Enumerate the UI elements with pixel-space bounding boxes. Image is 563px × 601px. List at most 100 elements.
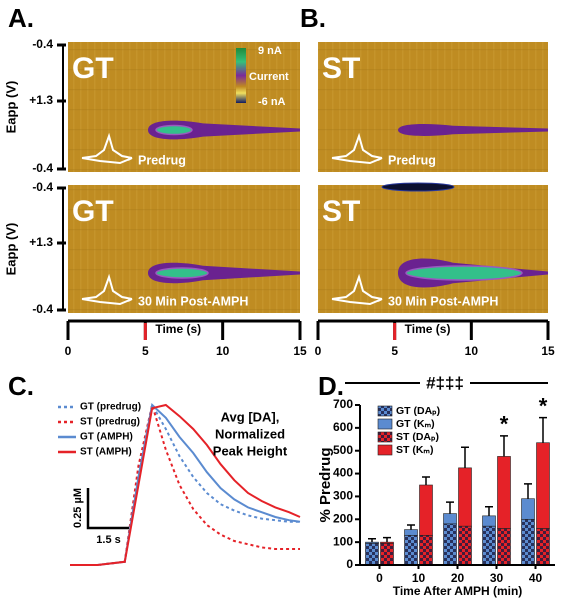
panel-label: D.	[318, 371, 344, 401]
y-tick-label: 100	[333, 534, 353, 548]
error-bar	[383, 536, 391, 543]
colorbar	[236, 48, 246, 103]
bar-segment	[497, 456, 511, 529]
strain-label: GT	[72, 195, 114, 228]
strain-label: ST	[322, 52, 360, 85]
x-tick-label: 0	[376, 571, 383, 585]
signal-core	[405, 265, 523, 281]
series-line	[70, 402, 300, 566]
y-tick-label: 400	[333, 466, 353, 480]
color-plot-image	[318, 185, 548, 313]
legend-label: GT (AMPH)	[80, 432, 133, 443]
time-tick-label: 15	[293, 344, 307, 358]
condition-label: 30 Min Post-AMPH	[138, 294, 248, 308]
eapp-tick-label: -0.4	[32, 302, 53, 316]
x-tick-label: 20	[451, 571, 465, 585]
time-axis-label: Time (s)	[155, 322, 201, 336]
color-plot: GT 30 Min Post-AMPH	[68, 185, 300, 313]
error-bar	[485, 505, 493, 516]
time-tick-label: 10	[216, 344, 230, 358]
bar-segment	[536, 528, 550, 566]
eapp-axis-label: Eapp (V)	[3, 81, 18, 134]
bar-segment	[380, 541, 394, 544]
legend-label: ST (Kₘ)	[396, 444, 433, 456]
bar-segment	[521, 518, 535, 566]
strain-label: GT	[72, 52, 114, 85]
bar-segment	[419, 534, 433, 566]
bar-segment	[419, 484, 433, 536]
panel-label: C.	[8, 371, 34, 401]
y-tick-label: 700	[333, 397, 353, 411]
bar-segment	[380, 542, 394, 566]
color-plot: GT Predrug	[68, 42, 300, 172]
significance-star: *	[539, 393, 548, 418]
eapp-tick-label: -0.4	[32, 37, 53, 51]
scale-bar-label: 1.5 s	[96, 534, 120, 546]
color-plot: ST 30 Min Post-AMPH	[318, 182, 548, 313]
error-bar	[524, 483, 532, 499]
legend-label: GT (DAₚ)	[396, 405, 440, 417]
color-plot-image	[318, 42, 548, 172]
negative-signal	[381, 182, 455, 192]
color-plot-image	[68, 185, 300, 313]
x-axis-label: Time After AMPH (min)	[393, 584, 523, 598]
legend-swatch	[377, 431, 393, 443]
condition-label: Predrug	[388, 153, 436, 167]
error-bar	[500, 435, 508, 457]
colorbar-label: -6 nA	[258, 96, 286, 108]
legend-label: GT (predrug)	[80, 402, 141, 413]
signal-core	[155, 124, 193, 136]
signal-core	[155, 267, 209, 279]
eapp-tick-label: -0.4	[32, 180, 53, 194]
eapp-tick-label: -0.4	[32, 161, 53, 175]
bar-segment	[497, 528, 511, 566]
signal-tail	[398, 124, 548, 136]
error-bar	[407, 524, 415, 530]
bar-segment	[365, 542, 379, 566]
bar-segment	[404, 529, 418, 536]
time-tick-label: 5	[142, 344, 149, 358]
bar-segment	[458, 525, 472, 566]
legend-label: ST (DAₚ)	[396, 431, 439, 443]
panel-label: A.	[8, 3, 34, 33]
y-tick-label: 200	[333, 511, 353, 525]
bar-segment	[482, 515, 496, 527]
bar-segment	[365, 541, 379, 544]
y-tick-label: 0	[346, 557, 353, 571]
bar-segment	[458, 467, 472, 527]
error-bar	[461, 446, 469, 468]
y-tick-label: 500	[333, 443, 353, 457]
annotation: Peak Height	[213, 443, 288, 458]
bar-segment	[404, 534, 418, 566]
colorbar-label: Current	[249, 71, 289, 83]
legend-label: ST (AMPH)	[80, 447, 132, 458]
legend-label: GT (Kₘ)	[396, 418, 435, 430]
eapp-tick-label: +1.3	[29, 235, 53, 249]
x-tick-label: 10	[412, 571, 426, 585]
error-bar	[539, 416, 547, 443]
condition-label: 30 Min Post-AMPH	[388, 294, 498, 308]
panel-label: B.	[300, 3, 326, 33]
annotation: Avg [DA],	[221, 409, 280, 424]
y-tick-label: 600	[333, 420, 353, 434]
bar-segment	[443, 513, 457, 525]
y-tick-label: 300	[333, 489, 353, 503]
bar-segment	[536, 442, 550, 529]
colorbar-label: 9 nA	[258, 45, 282, 57]
x-tick-label: 30	[490, 571, 504, 585]
legend-swatch	[377, 418, 393, 430]
error-bar	[446, 501, 454, 514]
time-tick-label: 5	[391, 344, 398, 358]
x-tick-label: 40	[529, 571, 543, 585]
bar-segment	[443, 523, 457, 566]
series-line	[70, 403, 301, 566]
time-tick-label: 15	[541, 344, 555, 358]
signal-tail	[148, 120, 300, 140]
color-plot-image	[68, 42, 300, 172]
legend-swatch	[377, 405, 393, 417]
annotation: Normalized	[215, 426, 285, 441]
time-tick-label: 0	[65, 344, 72, 358]
color-plot: ST Predrug	[318, 42, 548, 172]
error-bar	[368, 537, 376, 543]
